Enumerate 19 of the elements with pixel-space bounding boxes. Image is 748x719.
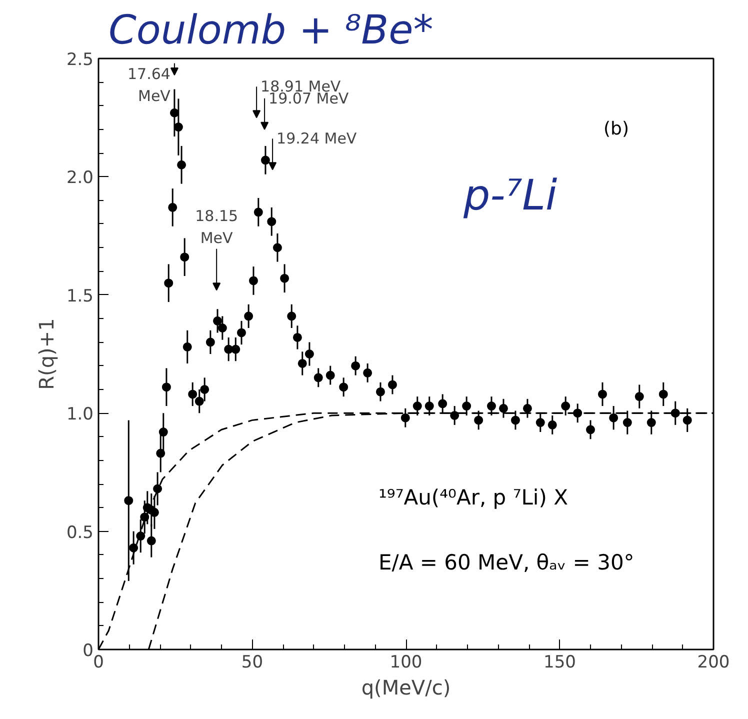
y-tick-label: 1.0 — [66, 404, 94, 425]
y-tick-label: 2.5 — [66, 50, 94, 70]
x-tick-label: 150 — [544, 652, 576, 672]
x-axis-title: q(MeV/c) — [361, 676, 451, 700]
y-tick-label: 0.5 — [66, 522, 94, 543]
y-axis-title: R(q)+1 — [34, 318, 58, 390]
annotation: p-⁷Li — [462, 170, 558, 220]
annotation: (b) — [604, 118, 629, 140]
annotation: 18.15 MeV — [195, 207, 238, 247]
annotation: E/A = 60 MeV, θₐᵥ = 30° — [378, 550, 634, 574]
annotation: ¹⁹⁷Au(⁴⁰Ar, p ⁷Li) X — [378, 486, 568, 510]
chart-title: Coulomb + ⁸Be* — [108, 8, 434, 54]
annotation: 19.24 MeV — [276, 130, 358, 148]
x-tick-label: 200 — [697, 652, 730, 672]
y-tick-label: 1.5 — [66, 286, 94, 306]
x-tick-label: 50 — [241, 652, 264, 672]
annotation: 17.64 MeV — [128, 65, 172, 105]
y-tick-label: 2.0 — [66, 168, 94, 188]
x-tick-label: 100 — [390, 652, 422, 672]
